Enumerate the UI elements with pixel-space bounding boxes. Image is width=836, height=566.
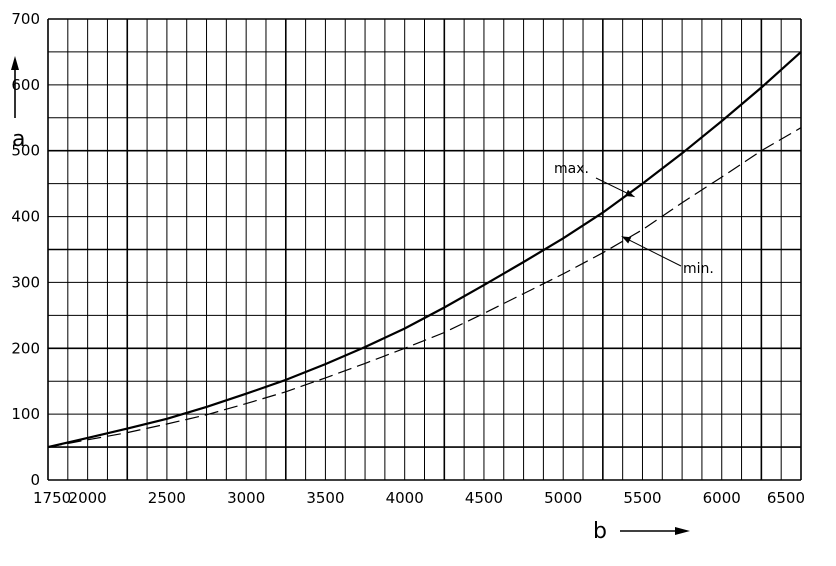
annotation-min-label: min.: [683, 261, 714, 277]
annotations: max. min.: [554, 161, 714, 277]
y-tick-label: 600: [11, 76, 40, 94]
y-tick-label: 700: [11, 10, 40, 28]
y-axis-label: a: [12, 127, 25, 152]
annotation-arrowhead: [624, 189, 635, 197]
x-tick-label: 3500: [306, 489, 344, 507]
annotation-arrowhead: [621, 236, 632, 244]
y-tick-label: 500: [11, 142, 40, 160]
y-tick-label: 200: [11, 339, 40, 357]
y-tick-label: 0: [30, 471, 40, 489]
x-tick-label: 4500: [465, 489, 503, 507]
x-tick-label: 2000: [69, 489, 107, 507]
y-axis-arrow-head: [11, 56, 19, 70]
x-tick-label: 3000: [227, 489, 265, 507]
x-tick-label: 6000: [703, 489, 741, 507]
y-tick-label: 100: [11, 405, 40, 423]
series-lines: [47, 51, 802, 449]
grid: [47, 18, 802, 481]
x-tick-label: 4000: [386, 489, 424, 507]
axis-labels: ab: [11, 56, 690, 544]
y-tick-label: 300: [11, 273, 40, 291]
series-line-min: [47, 127, 802, 448]
x-tick-label: 1750: [33, 489, 71, 507]
annotation-leader: [621, 235, 682, 267]
x-tick-label: 6500: [767, 489, 805, 507]
y-tick-label: 400: [11, 208, 40, 226]
x-axis-label: b: [593, 519, 607, 544]
series-line-max: [47, 51, 802, 449]
x-tick-label: 5000: [544, 489, 582, 507]
x-tick-label: 2500: [148, 489, 186, 507]
x-tick-label: 5500: [623, 489, 661, 507]
x-axis-arrow-head: [675, 527, 690, 535]
annotation-max-label: max.: [554, 161, 589, 177]
